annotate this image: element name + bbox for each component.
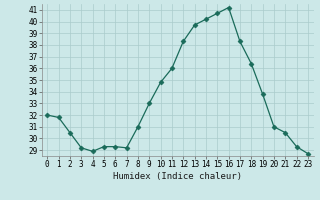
X-axis label: Humidex (Indice chaleur): Humidex (Indice chaleur) [113,172,242,181]
